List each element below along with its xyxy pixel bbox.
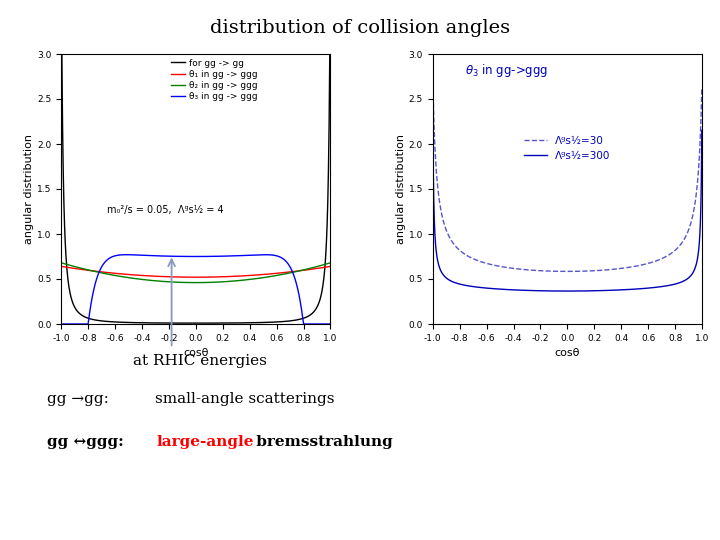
Text: gg →gg:: gg →gg: — [47, 392, 109, 406]
Text: large-angle: large-angle — [157, 435, 254, 449]
X-axis label: cosθ: cosθ — [554, 348, 580, 358]
Text: distribution of collision angles: distribution of collision angles — [210, 19, 510, 37]
Y-axis label: angular distribution: angular distribution — [396, 134, 406, 244]
Text: at RHIC energies: at RHIC energies — [133, 354, 267, 368]
Text: $\theta_3$ in gg->ggg: $\theta_3$ in gg->ggg — [465, 62, 549, 79]
Legend: for gg -> gg, θ₁ in gg -> ggg, θ₂ in gg -> ggg, θ₃ in gg -> ggg: for gg -> gg, θ₁ in gg -> ggg, θ₂ in gg … — [171, 58, 258, 102]
Text: bremsstrahlung: bremsstrahlung — [251, 435, 392, 449]
Text: m₀²/s = 0.05,  Λᵍs½ = 4: m₀²/s = 0.05, Λᵍs½ = 4 — [107, 205, 224, 215]
Text: small-angle scatterings: small-angle scatterings — [155, 392, 334, 406]
Legend: Λᵍs½=30, Λᵍs½=300: Λᵍs½=30, Λᵍs½=300 — [520, 132, 615, 165]
Y-axis label: angular distribution: angular distribution — [24, 134, 35, 244]
X-axis label: cosθ: cosθ — [183, 348, 209, 358]
Text: gg ↔ggg:: gg ↔ggg: — [47, 435, 124, 449]
